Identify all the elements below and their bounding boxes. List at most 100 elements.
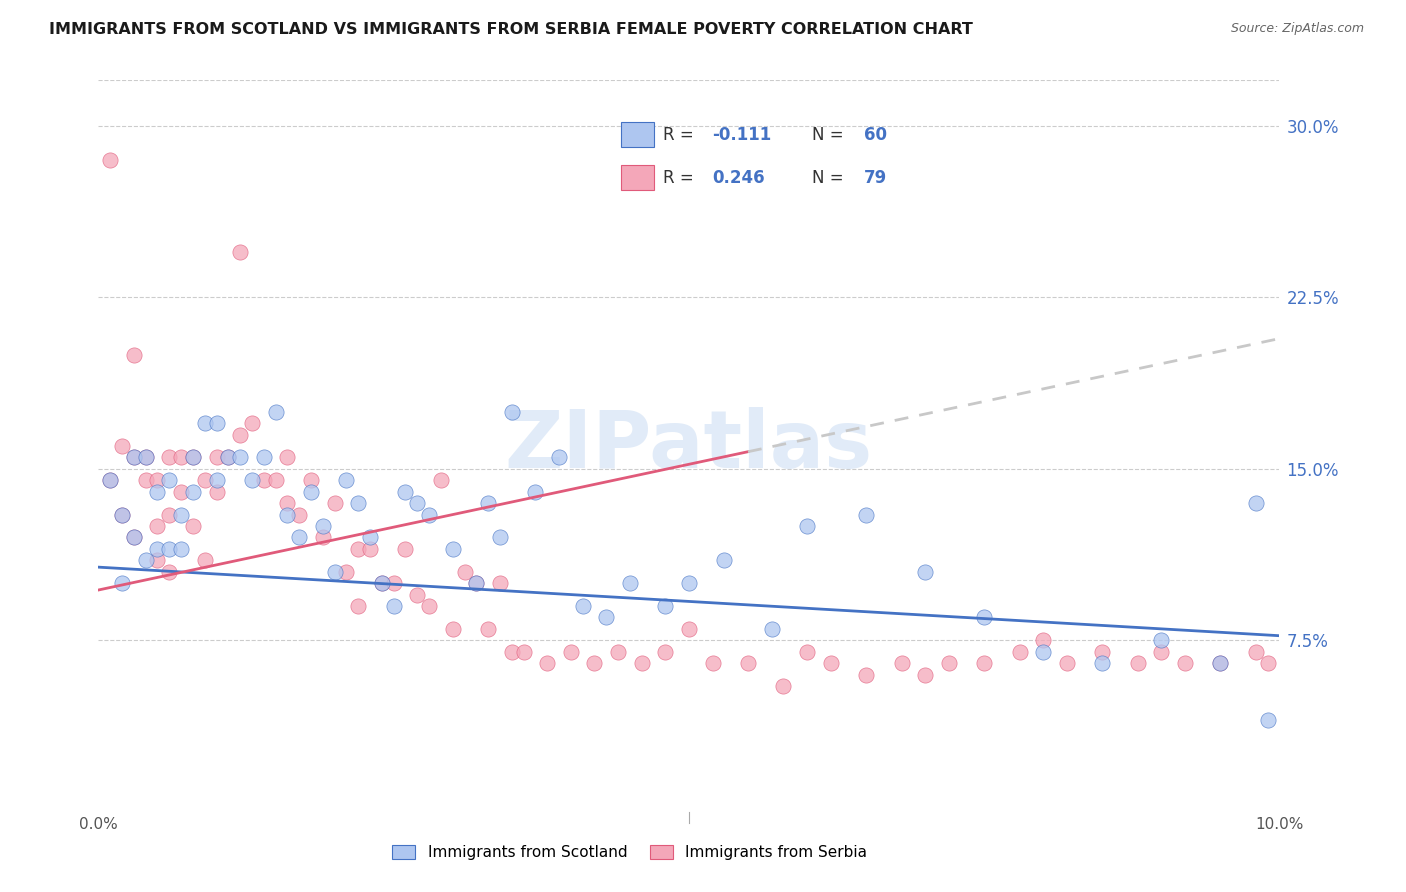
Text: Source: ZipAtlas.com: Source: ZipAtlas.com <box>1230 22 1364 36</box>
Point <box>264 405 287 419</box>
Point <box>347 599 370 613</box>
Point <box>276 496 298 510</box>
Point <box>501 405 523 419</box>
Point <box>217 450 239 465</box>
Point <box>796 645 818 659</box>
Point <box>1257 714 1279 728</box>
Point <box>157 508 180 522</box>
Point <box>335 473 357 487</box>
Point <box>111 576 134 591</box>
Point <box>181 450 204 465</box>
Text: ZIPatlas: ZIPatlas <box>505 407 873 485</box>
Point <box>135 553 157 567</box>
Point <box>135 450 157 465</box>
Point <box>382 576 405 591</box>
Point <box>761 622 783 636</box>
Point <box>820 656 842 670</box>
Point <box>181 450 204 465</box>
Point <box>98 473 121 487</box>
Point <box>146 519 169 533</box>
Point <box>1056 656 1078 670</box>
Point <box>678 622 700 636</box>
Point <box>170 541 193 556</box>
Point <box>240 416 263 430</box>
Point <box>1008 645 1031 659</box>
Text: R =: R = <box>664 126 695 144</box>
Point <box>595 610 617 624</box>
Point <box>406 496 429 510</box>
Text: N =: N = <box>813 126 844 144</box>
Point <box>465 576 488 591</box>
Text: -0.111: -0.111 <box>711 126 770 144</box>
Point <box>205 450 228 465</box>
Point <box>914 667 936 681</box>
Point <box>194 473 217 487</box>
Point <box>855 667 877 681</box>
Point <box>205 484 228 499</box>
Point <box>796 519 818 533</box>
Text: 79: 79 <box>863 169 887 186</box>
Point <box>323 565 346 579</box>
Point <box>1126 656 1149 670</box>
Point <box>264 473 287 487</box>
Point <box>122 530 145 544</box>
Point <box>217 450 239 465</box>
Point <box>98 153 121 168</box>
Point <box>1257 656 1279 670</box>
Point <box>418 508 440 522</box>
Point <box>135 473 157 487</box>
Point <box>122 530 145 544</box>
Text: 60: 60 <box>863 126 887 144</box>
Point <box>713 553 735 567</box>
Point <box>240 473 263 487</box>
Point <box>418 599 440 613</box>
Point <box>489 530 512 544</box>
Point <box>111 508 134 522</box>
Point <box>654 645 676 659</box>
Point <box>441 541 464 556</box>
Point <box>607 645 630 659</box>
Point <box>181 519 204 533</box>
Point <box>312 530 335 544</box>
Point <box>630 656 652 670</box>
Point <box>157 473 180 487</box>
Point <box>571 599 593 613</box>
Point <box>323 496 346 510</box>
Point <box>1032 645 1054 659</box>
Point <box>335 565 357 579</box>
Point <box>122 450 145 465</box>
Point <box>312 519 335 533</box>
Point <box>253 450 276 465</box>
FancyBboxPatch shape <box>621 165 654 190</box>
Point <box>170 450 193 465</box>
Point <box>170 508 193 522</box>
Point <box>382 599 405 613</box>
Point <box>194 416 217 430</box>
Point <box>135 450 157 465</box>
Point <box>122 347 145 362</box>
Point <box>1209 656 1232 670</box>
Point <box>157 565 180 579</box>
Point <box>973 610 995 624</box>
Point <box>157 541 180 556</box>
Point <box>1150 633 1173 648</box>
Point <box>253 473 276 487</box>
Point <box>205 473 228 487</box>
Point <box>299 484 322 499</box>
Legend: Immigrants from Scotland, Immigrants from Serbia: Immigrants from Scotland, Immigrants fro… <box>387 839 873 866</box>
Point <box>477 496 499 510</box>
Point <box>205 416 228 430</box>
Point <box>524 484 547 499</box>
Point <box>347 496 370 510</box>
Point <box>111 508 134 522</box>
Point <box>229 244 252 259</box>
Point <box>489 576 512 591</box>
Point <box>430 473 453 487</box>
Point <box>678 576 700 591</box>
Point <box>501 645 523 659</box>
Point <box>855 508 877 522</box>
Point <box>229 450 252 465</box>
Point <box>146 473 169 487</box>
Text: R =: R = <box>664 169 695 186</box>
Point <box>548 450 571 465</box>
